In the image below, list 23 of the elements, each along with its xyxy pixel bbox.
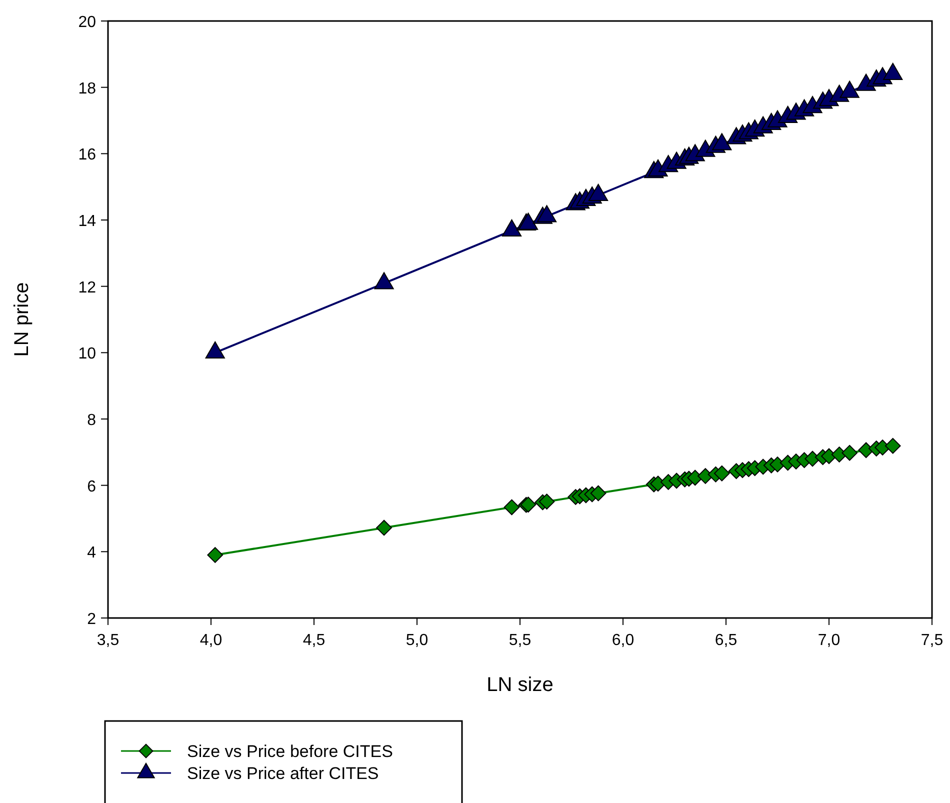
- legend-label: Size vs Price before CITES: [187, 742, 393, 761]
- y-tick-label: 4: [87, 544, 96, 562]
- x-tick-label: 4,0: [200, 632, 222, 649]
- x-tick-label: 7,5: [920, 632, 944, 649]
- y-tick-label: 20: [78, 14, 96, 31]
- y-tick-label: 8: [87, 412, 96, 429]
- x-tick-label: 6,0: [612, 632, 634, 649]
- x-tick-label: 5,5: [508, 632, 532, 649]
- y-tick-label: 2: [87, 611, 96, 628]
- y-tick-label: 18: [78, 80, 96, 98]
- x-tick-label: 7,0: [818, 632, 840, 649]
- x-axis-title: LN size: [486, 674, 554, 696]
- legend-label: Size vs Price after CITES: [187, 764, 379, 783]
- y-tick-label: 10: [78, 346, 96, 363]
- y-tick-label: 14: [78, 213, 96, 230]
- y-axis-title: LN price: [11, 282, 33, 357]
- x-tick-label: 6,5: [714, 632, 738, 649]
- x-tick-label: 5,0: [406, 632, 428, 649]
- x-tick-label: 3,5: [96, 632, 120, 649]
- y-tick-label: 6: [87, 478, 96, 496]
- y-tick-label: 12: [78, 279, 96, 296]
- y-tick-label: 16: [78, 146, 96, 164]
- x-tick-label: 4,5: [302, 632, 326, 649]
